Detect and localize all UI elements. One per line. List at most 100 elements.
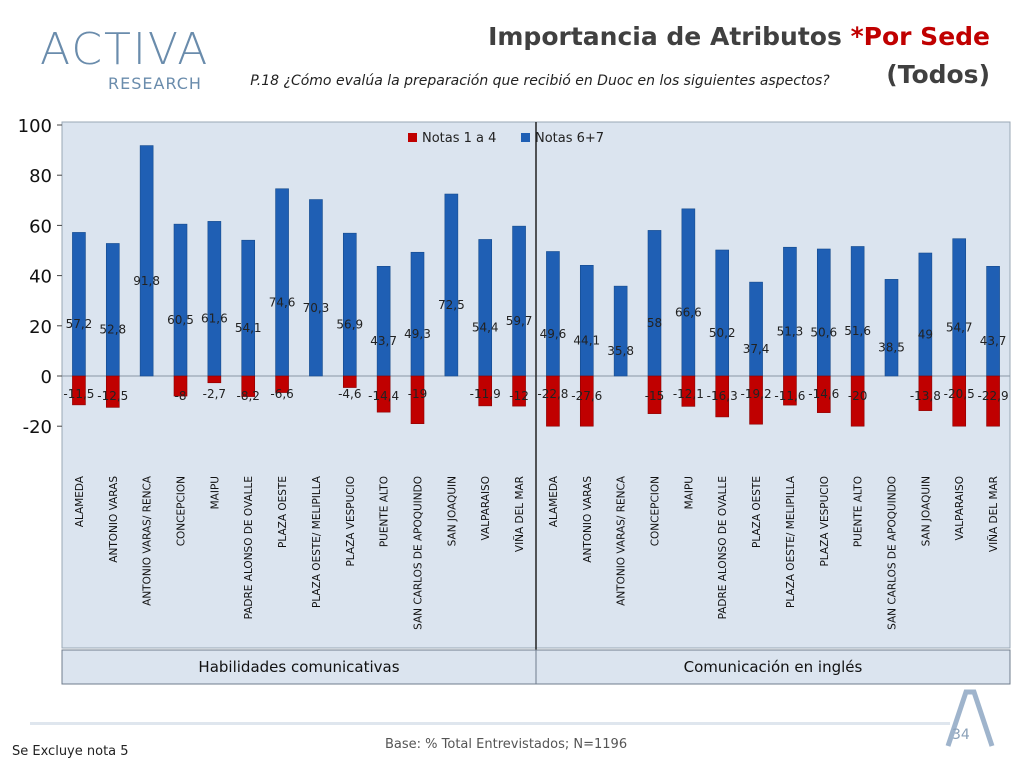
y-tick-label: -20 (23, 417, 52, 438)
data-label-positive: 59,7 (506, 314, 533, 328)
data-label-positive: 57,2 (66, 317, 93, 331)
bar-negative (275, 375, 289, 393)
bar-positive (342, 232, 357, 377)
data-label-negative: -2,7 (203, 387, 226, 401)
bar-positive (72, 232, 86, 377)
data-label-negative: -27,6 (571, 389, 602, 403)
bar-positive (613, 285, 628, 377)
bar-positive (918, 252, 933, 377)
data-label-positive: 49,3 (404, 327, 431, 341)
bar-positive (207, 221, 222, 377)
category-label: PLAZA VESPUCIO (819, 476, 831, 567)
bar-negative (241, 375, 256, 397)
data-label-positive: 52,8 (99, 323, 126, 337)
data-label-positive: 35,8 (607, 344, 634, 358)
data-label-negative: -8,2 (237, 389, 260, 403)
data-label-positive: 49,6 (540, 327, 567, 341)
category-label: PLAZA VESPUCIO (345, 476, 357, 567)
bar-negative (647, 375, 662, 414)
category-label: ANTONIO VARAS/ RENCA (142, 475, 154, 606)
data-label-positive: 60,5 (167, 313, 194, 327)
legend-label: Notas 6+7 (535, 131, 604, 146)
bar-positive (173, 223, 188, 377)
bar-positive (309, 199, 323, 377)
legend: Notas 1 a 4 Notas 6+7 (408, 131, 604, 146)
data-label-positive: 54,7 (946, 320, 973, 334)
category-label: PUENTE ALTO (853, 476, 865, 547)
legend-swatch (521, 133, 530, 142)
bar-positive (681, 208, 696, 377)
data-label-positive: 56,9 (336, 318, 363, 332)
bar-positive (376, 266, 391, 377)
category-label: CONCEPCION (176, 476, 188, 546)
data-label-negative: -11,5 (63, 387, 94, 401)
data-label-negative: -12,1 (673, 387, 704, 401)
bar-negative (173, 375, 188, 397)
bar-negative (579, 375, 594, 427)
bar-positive (241, 239, 256, 377)
bar-negative (410, 375, 425, 424)
category-label: VALPARAISO (954, 476, 966, 540)
bar-positive (986, 266, 1000, 377)
data-label-positive: 61,6 (201, 312, 228, 326)
data-label-negative: -13,8 (910, 389, 941, 403)
bar-positive (647, 230, 662, 377)
bar-negative (783, 375, 797, 406)
data-label-negative: -14,6 (808, 387, 839, 401)
data-label-negative: -11,6 (774, 389, 805, 403)
bar-positive (850, 246, 865, 377)
page-title: Importancia de Atributos *Por Sede (Todo… (488, 18, 990, 94)
data-label-positive: 70,3 (303, 301, 330, 315)
category-label: VIÑA DEL MAR (987, 476, 1000, 552)
y-tick-label: 20 (29, 317, 52, 338)
data-label-negative: -11,9 (470, 387, 501, 401)
bar-negative (105, 375, 120, 408)
bar-negative (72, 375, 86, 406)
category-label: SAN JOAQUIN (920, 476, 932, 546)
category-label: SAN JOAQUIN (446, 476, 458, 546)
data-label-negative: -8 (175, 389, 187, 403)
category-label: ALAMEDA (548, 475, 560, 527)
bar-negative (512, 375, 526, 407)
title-main: Importancia de Atributos (488, 22, 851, 51)
category-label: ANTONIO VARAS/ RENCA (616, 475, 628, 606)
bar-negative (715, 375, 730, 418)
data-label-negative: -12 (509, 389, 529, 403)
bar-negative (986, 375, 1000, 427)
bar-positive (139, 145, 154, 377)
data-label-positive: 91,8 (133, 274, 160, 288)
data-label-positive: 66,6 (675, 305, 702, 319)
bar-positive (275, 188, 289, 377)
bar-positive (410, 251, 425, 377)
bar-positive (952, 238, 967, 377)
data-label-negative: -14,4 (368, 389, 399, 403)
bar-positive (816, 248, 831, 377)
data-label-positive: 58 (647, 316, 662, 330)
data-label-positive: 37,4 (743, 342, 770, 356)
data-label-positive: 72,5 (438, 298, 465, 312)
data-label-positive: 54,1 (235, 321, 262, 335)
logo-sub: RESEARCH (108, 74, 202, 93)
bar-negative (850, 375, 865, 427)
category-label: ANTONIO VARAS (582, 476, 594, 563)
category-label: PLAZA OESTE/ MELIPILLA (785, 475, 797, 608)
title-line2: (Todos) (886, 60, 990, 89)
question-text: P.18 ¿Cómo evalúa la preparación que rec… (250, 73, 830, 89)
data-label-positive: 50,2 (709, 326, 736, 340)
bar-negative (207, 375, 222, 384)
y-tick-label: 40 (29, 267, 52, 288)
bar-positive (105, 243, 120, 377)
bar-negative (749, 375, 763, 425)
bar-negative (376, 375, 391, 413)
bar-negative (546, 375, 560, 427)
bar-positive (749, 281, 763, 377)
bar-positive (884, 279, 899, 377)
bar-positive (579, 265, 594, 377)
category-label: PLAZA OESTE (751, 476, 763, 548)
data-label-negative: -19 (408, 387, 428, 401)
data-label-negative: -22,8 (537, 387, 568, 401)
bar-positive (783, 246, 797, 377)
legend-label: Notas 1 a 4 (422, 131, 496, 146)
data-label-positive: 54,4 (472, 321, 499, 335)
